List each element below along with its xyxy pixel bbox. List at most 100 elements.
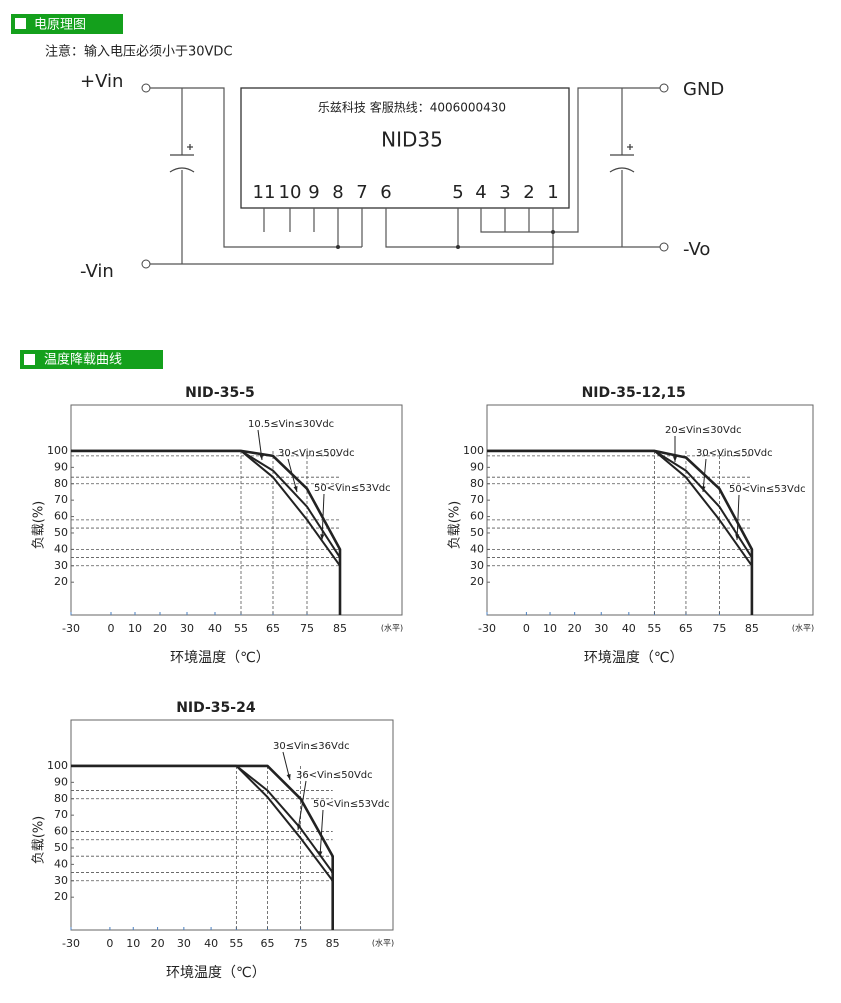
y-tick-label: 40 [54, 542, 68, 555]
x-tick-label: 85 [326, 937, 340, 950]
header-icon [24, 354, 35, 365]
arrow-head [286, 774, 291, 780]
module-hotline: 乐兹科技 客服热线：4006000430 [318, 100, 506, 115]
y-axis-label: 负载(%) [448, 501, 463, 550]
curve-label: 36<Vin≤50Vdc [296, 770, 373, 781]
curve-label: 50<Vin≤53Vdc [313, 799, 390, 810]
derating-curve [487, 449, 754, 615]
section-header-bar [20, 350, 163, 369]
x-axis-label: 环境温度（℃） [584, 650, 684, 666]
circuit-wires [141, 83, 669, 269]
curve-label: 10.5≤Vin≤30Vdc [248, 419, 334, 430]
derating-curve [71, 449, 341, 559]
y-tick-label: 100 [47, 444, 68, 457]
y-axis-label: 负载(%) [32, 501, 47, 550]
module-name: NID35 [381, 128, 443, 152]
gnd-label: GND [683, 79, 724, 100]
y-tick-label: 50 [470, 526, 484, 539]
curve-label: 30<Vin≤50Vdc [696, 448, 773, 459]
x-unit-note: (水平) [372, 938, 394, 948]
x-tick-label: 10 [126, 937, 140, 950]
x-axis-label: 环境温度（℃） [170, 650, 270, 666]
y-tick-label: 20 [54, 575, 68, 588]
header-icon [15, 18, 26, 29]
x-tick-label: 20 [568, 622, 582, 635]
curve-label-arrow [736, 494, 740, 541]
x-tick-label: -30 [62, 937, 80, 950]
x-tick-label: 30 [177, 937, 191, 950]
curve-label: 50<Vin≤53Vdc [729, 484, 806, 495]
arrow-head [672, 456, 678, 462]
y-axis-label: 负载(%) [32, 816, 47, 865]
section-header: 电原理图 [34, 18, 86, 33]
x-tick-label: 40 [208, 622, 222, 635]
derating-curve [71, 764, 334, 882]
pin-label: 8 [332, 182, 343, 203]
y-tick-label: 60 [54, 825, 68, 838]
derating-curve [71, 449, 342, 615]
arrow-head [320, 534, 325, 540]
y-tick-label: 40 [54, 857, 68, 870]
arrow-head [296, 824, 301, 830]
y-tick-label: 30 [470, 559, 484, 572]
curve-label-arrow [319, 809, 324, 858]
x-tick-label: 20 [151, 937, 165, 950]
x-tick-label: -30 [478, 622, 496, 635]
vin-plus-label: +Vin [80, 71, 123, 92]
x-tick-label: 10 [128, 622, 142, 635]
y-tick-label: 80 [54, 792, 68, 805]
pin-label: 4 [475, 182, 486, 203]
y-tick-label: 30 [54, 559, 68, 572]
plot-frame [486, 404, 814, 616]
chart-title: NID-35-24 [176, 700, 256, 716]
chart-title: NID-35-12,15 [582, 385, 686, 401]
arrow-head [318, 851, 323, 857]
y-tick-label: 100 [47, 759, 68, 772]
x-tick-label: 0 [523, 622, 530, 635]
pin-labels: 11 10 9 8 7 6 5 4 3 2 1 [253, 182, 559, 203]
x-tick-label: 40 [622, 622, 636, 635]
y-tick-label: 40 [470, 542, 484, 555]
plot-frame [70, 404, 403, 616]
y-tick-label: 50 [54, 841, 68, 854]
x-tick-label: 40 [204, 937, 218, 950]
y-tick-label: 70 [470, 493, 484, 506]
y-tick-label: 90 [470, 460, 484, 473]
x-tick-label: 20 [153, 622, 167, 635]
chart-title: NID-35-5 [185, 385, 255, 401]
pin-label: 10 [279, 182, 302, 203]
plot-frame [70, 719, 394, 931]
pin-label: 6 [380, 182, 391, 203]
curve-label: 30≤Vin≤36Vdc [273, 741, 350, 752]
x-tick-label: 75 [712, 622, 726, 635]
arrow-head [701, 486, 706, 492]
vo-minus-label: -Vo [683, 239, 710, 260]
y-tick-label: 20 [470, 575, 484, 588]
arrow-head [259, 454, 264, 460]
pin-label: 2 [523, 182, 534, 203]
x-axis-label: 环境温度（℃） [166, 965, 266, 981]
y-tick-label: 60 [470, 510, 484, 523]
y-tick-label: 80 [470, 477, 484, 490]
pin-label: 1 [547, 182, 558, 203]
vin-minus-label: -Vin [80, 261, 114, 282]
x-tick-label: 55 [229, 937, 243, 950]
x-unit-note: (水平) [381, 623, 403, 633]
y-tick-label: 70 [54, 493, 68, 506]
x-tick-label: 65 [679, 622, 693, 635]
derating-curve [71, 764, 334, 874]
section-header: 温度降载曲线 [44, 352, 122, 368]
pin-label: 5 [452, 182, 463, 203]
arrow-head [293, 486, 298, 492]
x-tick-label: 30 [180, 622, 194, 635]
derating-curve [71, 449, 341, 567]
derating-curve [487, 449, 753, 567]
section-header-bar [11, 14, 123, 34]
derating-curve [487, 449, 753, 559]
x-tick-label: 0 [108, 622, 115, 635]
x-tick-label: 55 [234, 622, 248, 635]
y-tick-label: 30 [54, 874, 68, 887]
pin-label: 9 [308, 182, 319, 203]
curve-label-arrow [287, 458, 298, 493]
y-tick-label: 80 [54, 477, 68, 490]
